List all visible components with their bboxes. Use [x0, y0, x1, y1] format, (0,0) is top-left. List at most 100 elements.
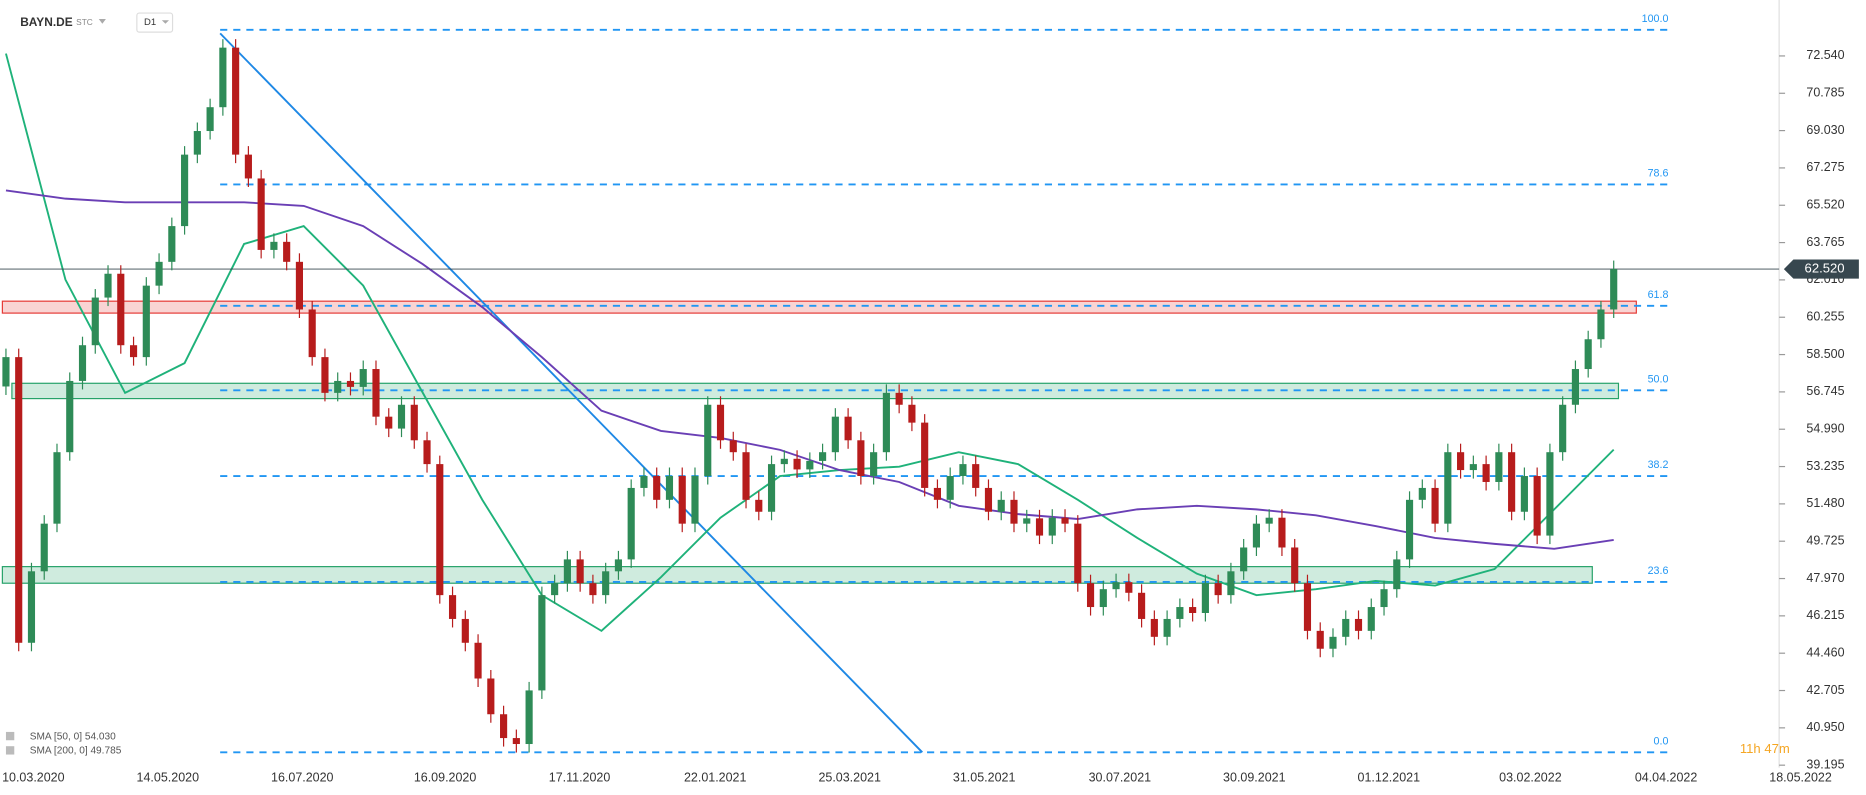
candle-body — [1482, 464, 1490, 482]
candle-body — [397, 404, 406, 429]
y-tick-label: 46.215 — [1806, 608, 1844, 622]
candle-body — [232, 47, 240, 155]
candle-body — [283, 241, 291, 262]
candle-body — [346, 380, 355, 387]
candle-body — [1048, 517, 1056, 536]
candle-body — [921, 422, 929, 488]
candle-body — [1074, 523, 1082, 584]
candle-body — [882, 392, 890, 453]
trend-line — [219, 32, 923, 753]
candle-body — [1099, 589, 1107, 608]
candle-body — [423, 440, 431, 465]
candle-body — [1546, 452, 1554, 536]
candle-body — [461, 618, 469, 643]
timeframe-box[interactable] — [136, 12, 174, 33]
y-tick-label: 53.235 — [1806, 459, 1844, 473]
x-tick-label: 30.07.2021 — [1089, 771, 1152, 785]
symbol[interactable]: BAYN.DE — [20, 15, 72, 29]
y-tick-label: 39.195 — [1806, 757, 1844, 771]
candle-body — [308, 309, 316, 358]
timeframe[interactable]: D1 — [144, 17, 156, 28]
y-tick-label: 70.785 — [1806, 86, 1844, 100]
candle-body — [1265, 517, 1273, 524]
candle-body — [716, 404, 725, 441]
candle-body — [831, 416, 839, 453]
dropdown-arrow[interactable] — [98, 19, 106, 24]
y-tick-label: 56.745 — [1806, 384, 1844, 398]
candle-body — [270, 241, 278, 250]
y-tick-label: 72.540 — [1806, 48, 1844, 62]
x-tick-label: 22.01.2021 — [684, 771, 747, 785]
candle-body — [117, 273, 125, 346]
candle-body — [793, 458, 801, 470]
x-tick-label: 17.11.2020 — [549, 771, 611, 785]
candle-body — [806, 460, 814, 470]
candle-body — [372, 369, 380, 417]
fib-label: 78.6 — [1648, 168, 1669, 180]
y-tick-label: 67.275 — [1806, 160, 1844, 174]
candle-body — [538, 595, 546, 691]
y-tick-label: 42.705 — [1806, 683, 1844, 697]
candle-body — [857, 440, 865, 477]
y-tick-label: 47.970 — [1806, 571, 1844, 585]
candle-body — [1010, 499, 1018, 524]
candle-body — [1508, 452, 1516, 512]
candle-body — [1354, 618, 1363, 631]
fib-label: 100.0 — [1642, 13, 1669, 25]
market[interactable]: STC — [76, 17, 93, 27]
legend-label: SMA [200, 0] 49.785 — [30, 746, 122, 757]
candle-body — [1227, 571, 1235, 596]
candle-body — [972, 464, 980, 488]
candle-body — [742, 452, 750, 500]
candle-body — [244, 154, 252, 179]
candle-body — [1303, 583, 1312, 631]
x-tick-label: 14.05.2020 — [137, 771, 200, 785]
x-tick-label: 03.02.2022 — [1499, 771, 1562, 785]
zone — [1, 300, 1637, 314]
candle-body — [563, 559, 571, 584]
candle-body — [78, 345, 87, 381]
candle-body — [448, 595, 457, 619]
countdown: 11h 47m — [1740, 741, 1790, 756]
candle-body — [1431, 487, 1439, 524]
candle-body — [1444, 452, 1452, 524]
candle-body — [525, 690, 533, 745]
y-tick-label: 60.255 — [1806, 310, 1844, 324]
candle-body — [321, 357, 329, 393]
candle-body — [665, 476, 674, 500]
candle-body — [653, 476, 661, 500]
candle-body — [959, 464, 967, 477]
zone — [1, 566, 1593, 584]
candle-body — [1559, 404, 1567, 453]
candle-body — [704, 404, 712, 477]
price-tag-label: 62.520 — [1805, 261, 1845, 276]
candle-body — [895, 392, 903, 405]
fib-label: 61.8 — [1648, 289, 1669, 301]
candle-body — [181, 154, 189, 227]
candle-body — [1086, 583, 1095, 608]
candle-body — [1252, 523, 1260, 548]
candle-body — [551, 583, 559, 596]
candle-body — [15, 357, 23, 643]
candle-body — [589, 583, 597, 596]
candle-body — [142, 285, 150, 358]
y-tick-label: 65.520 — [1806, 198, 1844, 212]
candle-body — [1457, 452, 1465, 471]
candle-body — [500, 714, 508, 739]
candle-body — [193, 131, 201, 155]
candle-body — [1163, 618, 1171, 637]
candle-body — [691, 476, 699, 524]
candle-body — [104, 273, 112, 298]
candle-body — [1405, 499, 1414, 560]
candle-body — [1316, 630, 1324, 649]
candle-body — [1240, 547, 1248, 572]
candle-body — [257, 178, 265, 250]
candle-body — [946, 476, 954, 500]
candle-body — [410, 404, 418, 441]
dropdown-arrow[interactable] — [161, 20, 169, 24]
x-tick-label: 16.07.2020 — [271, 771, 334, 785]
candle-body — [780, 458, 788, 465]
y-tick-label: 58.500 — [1806, 347, 1844, 361]
candle-body — [729, 440, 737, 453]
